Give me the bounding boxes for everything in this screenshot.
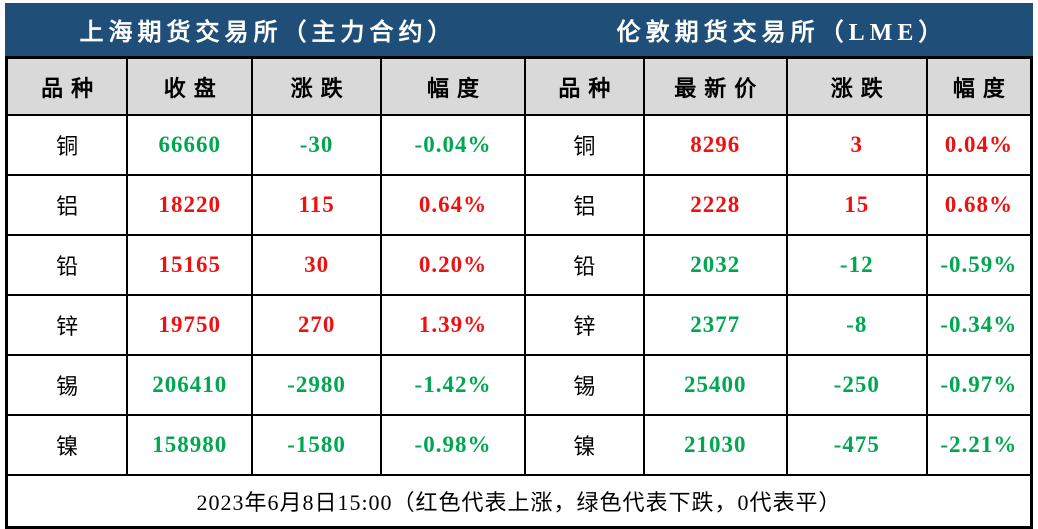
col-header-range-right: 幅度 bbox=[925, 56, 1033, 116]
shfe-title: 上海期货交易所（主力合约） bbox=[79, 20, 457, 46]
last-price-cell: 25400 bbox=[642, 354, 788, 416]
footer-note: 2023年6月8日15:00（红色代表上涨，绿色代表下跌，0代表平） bbox=[5, 474, 1033, 529]
change-cell: 3 bbox=[785, 114, 928, 176]
pct-change-cell: 0.20% bbox=[380, 234, 526, 296]
exchange-title-bar: 上海期货交易所（主力合约） 伦敦期货交易所（LME） bbox=[5, 3, 1033, 56]
change-cell: 115 bbox=[251, 174, 383, 236]
close-price-cell: 206410 bbox=[126, 354, 254, 416]
change-cell: -475 bbox=[785, 414, 928, 476]
pct-change-cell: -0.98% bbox=[380, 414, 526, 476]
commodity-name-cell: 镍 bbox=[5, 414, 129, 476]
last-price-cell: 2377 bbox=[642, 294, 788, 356]
pct-change-cell: 0.68% bbox=[925, 174, 1033, 236]
change-cell: -12 bbox=[785, 234, 928, 296]
close-price-cell: 15165 bbox=[126, 234, 254, 296]
change-cell: -2980 bbox=[251, 354, 383, 416]
pct-change-cell: 0.64% bbox=[380, 174, 526, 236]
pct-change-cell: -2.21% bbox=[925, 414, 1033, 476]
last-price-cell: 21030 bbox=[642, 414, 788, 476]
col-header-latest-price: 最新价 bbox=[642, 56, 788, 116]
change-cell: 15 bbox=[785, 174, 928, 236]
lme-title: 伦敦期货交易所（LME） bbox=[616, 20, 948, 46]
col-header-variety-left: 品种 bbox=[5, 56, 129, 116]
change-cell: -1580 bbox=[251, 414, 383, 476]
table-row-copper: 铜 66660 -30 -0.04% 铜 8296 3 0.04% bbox=[5, 114, 1033, 176]
change-cell: 270 bbox=[251, 294, 383, 356]
commodity-name-cell: 锌 bbox=[524, 294, 645, 356]
close-price-cell: 66660 bbox=[126, 114, 254, 176]
last-price-cell: 8296 bbox=[642, 114, 788, 176]
change-cell: 30 bbox=[251, 234, 383, 296]
footer-row: 2023年6月8日15:00（红色代表上涨，绿色代表下跌，0代表平） bbox=[5, 474, 1033, 529]
commodity-name-cell: 铜 bbox=[5, 114, 129, 176]
pct-change-cell: -0.34% bbox=[925, 294, 1033, 356]
futures-price-panel: 上海期货交易所（主力合约） 伦敦期货交易所（LME） 品种 收盘 涨跌 幅度 品… bbox=[5, 3, 1033, 529]
col-header-close: 收盘 bbox=[126, 56, 254, 116]
pct-change-cell: 0.04% bbox=[925, 114, 1033, 176]
pct-change-cell: -1.42% bbox=[380, 354, 526, 416]
commodity-name-cell: 铜 bbox=[524, 114, 645, 176]
change-cell: -250 bbox=[785, 354, 928, 416]
commodity-name-cell: 锡 bbox=[5, 354, 129, 416]
pct-change-cell: -0.97% bbox=[925, 354, 1033, 416]
table-row-nickel: 镍 158980 -1580 -0.98% 镍 21030 -475 -2.21… bbox=[5, 414, 1033, 476]
column-header-row: 品种 收盘 涨跌 幅度 品种 最新价 涨跌 幅度 bbox=[5, 56, 1033, 116]
last-price-cell: 2032 bbox=[642, 234, 788, 296]
last-price-cell: 2228 bbox=[642, 174, 788, 236]
col-header-variety-right: 品种 bbox=[524, 56, 645, 116]
table-row-tin: 锡 206410 -2980 -1.42% 锡 25400 -250 -0.97… bbox=[5, 354, 1033, 416]
table-row-lead: 铅 15165 30 0.20% 铅 2032 -12 -0.59% bbox=[5, 234, 1033, 296]
commodity-name-cell: 锡 bbox=[524, 354, 645, 416]
commodity-name-cell: 铝 bbox=[5, 174, 129, 236]
col-header-range-left: 幅度 bbox=[380, 56, 526, 116]
change-cell: -8 bbox=[785, 294, 928, 356]
close-price-cell: 158980 bbox=[126, 414, 254, 476]
close-price-cell: 19750 bbox=[126, 294, 254, 356]
table-row-zinc: 锌 19750 270 1.39% 锌 2377 -8 -0.34% bbox=[5, 294, 1033, 356]
table-row-aluminum: 铝 18220 115 0.64% 铝 2228 15 0.68% bbox=[5, 174, 1033, 236]
commodity-name-cell: 铅 bbox=[524, 234, 645, 296]
pct-change-cell: 1.39% bbox=[380, 294, 526, 356]
commodity-name-cell: 镍 bbox=[524, 414, 645, 476]
change-cell: -30 bbox=[251, 114, 383, 176]
close-price-cell: 18220 bbox=[126, 174, 254, 236]
col-header-change-left: 涨跌 bbox=[251, 56, 383, 116]
commodity-name-cell: 锌 bbox=[5, 294, 129, 356]
pct-change-cell: -0.59% bbox=[925, 234, 1033, 296]
futures-price-table: 品种 收盘 涨跌 幅度 品种 最新价 涨跌 幅度 铜 66660 -30 -0.… bbox=[5, 56, 1033, 529]
commodity-name-cell: 铅 bbox=[5, 234, 129, 296]
pct-change-cell: -0.04% bbox=[380, 114, 526, 176]
col-header-change-right: 涨跌 bbox=[785, 56, 928, 116]
commodity-name-cell: 铝 bbox=[524, 174, 645, 236]
